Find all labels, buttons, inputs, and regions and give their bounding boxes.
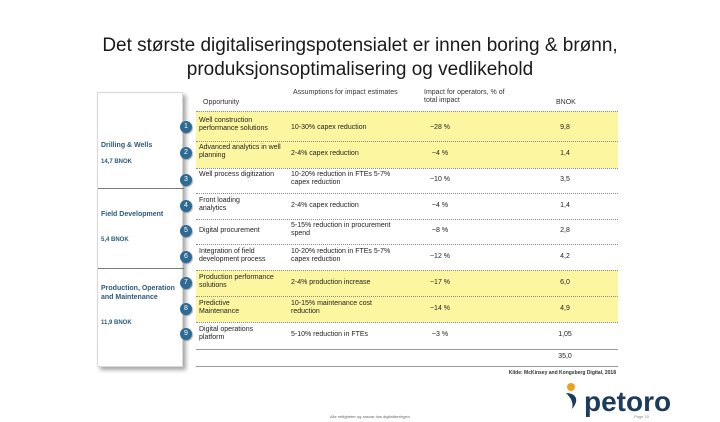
assumption-cell: 5-15% reduction in procurement spend xyxy=(291,222,391,237)
opportunity-cell: Well process digitization xyxy=(199,171,274,178)
assumption-cell: 5-10% reduction in FTEs xyxy=(291,331,369,338)
bnok-cell: 4,9 xyxy=(560,305,570,312)
bnok-cell: 1,05 xyxy=(558,331,572,338)
opportunity-cell: Advanced analytics in well planning xyxy=(199,144,281,159)
assumption-cell: 2-4% capex reduction xyxy=(291,150,359,157)
bnok-cell: 3,5 xyxy=(560,176,570,183)
header-opportunity: Opportunity xyxy=(203,99,240,106)
footer-text: Alle rettigheter og ansvar hos digitalis… xyxy=(330,414,410,419)
assumption-cell: 2-4% capex reduction xyxy=(291,202,359,209)
row-number-badge: 9 xyxy=(180,328,192,340)
row-separator xyxy=(196,322,618,323)
assumption-cell: 10-30% capex reduction xyxy=(291,124,367,131)
impact-cell: ~8 % xyxy=(431,227,449,234)
opportunity-cell: Front loading analytics xyxy=(199,197,240,212)
opportunity-cell: Production performance solutions xyxy=(199,274,274,289)
assumption-cell: 10-20% reduction in FTEs 5-7% capex redu… xyxy=(291,171,391,186)
group-label-drilling: Drilling & Wells xyxy=(101,142,153,149)
group-label-field-dev: Field Development xyxy=(101,211,164,218)
opportunity-cell: Digital operations platform xyxy=(199,326,254,341)
impact-cell: ~4 % xyxy=(431,202,449,209)
group-value-drilling: 14,7 BNOK xyxy=(101,159,133,165)
row-separator xyxy=(196,168,618,169)
opportunity-cell: Well construction performance solutions xyxy=(199,117,268,132)
impact-cell: ~10 % xyxy=(429,176,451,183)
row-number-badge: 5 xyxy=(180,225,192,237)
group-label-production: Production, Operation and Maintenance xyxy=(101,285,175,301)
bnok-cell: 1,4 xyxy=(560,202,570,209)
impact-cell: ~4 % xyxy=(431,150,449,157)
assumption-cell: 2-4% production increase xyxy=(291,279,371,286)
source-note: Kilde: McKinsey and Kongsberg Digital, 2… xyxy=(508,370,616,376)
row-number-badge: 7 xyxy=(180,277,192,289)
impact-cell: ~14 % xyxy=(429,305,451,312)
row-separator xyxy=(196,270,618,271)
group-value-production: 11,9 BNOK xyxy=(101,320,132,326)
sidebar-divider xyxy=(98,268,184,269)
impact-cell: ~17 % xyxy=(429,279,451,286)
page-title: Det største digitaliseringspotensialet e… xyxy=(102,35,618,80)
row-number-badge: 2 xyxy=(180,147,192,159)
bnok-cell: 9,8 xyxy=(560,124,570,131)
row-separator xyxy=(196,193,618,194)
row-number-badge: 8 xyxy=(180,303,192,315)
page-number: Page 15 xyxy=(634,414,649,419)
petoro-logo-icon xyxy=(566,383,577,409)
table-bottom-line xyxy=(196,366,618,367)
impact-cell: ~3 % xyxy=(431,331,449,338)
opportunity-cell: Integration of field development process xyxy=(199,248,266,263)
row-separator xyxy=(196,219,618,220)
row-number-badge: 1 xyxy=(180,121,192,133)
row-separator xyxy=(196,111,618,112)
row-separator xyxy=(196,296,618,297)
row-number-badge: 6 xyxy=(180,251,192,263)
total-bnok: 35,0 xyxy=(558,353,572,360)
row-separator xyxy=(196,141,618,142)
total-separator xyxy=(196,349,618,350)
header-assumptions: Assumptions for impact estimates xyxy=(293,89,398,96)
row-number-badge: 4 xyxy=(180,200,192,212)
header-impact: Impact for operators, % of total impact xyxy=(424,89,505,104)
sidebar-divider xyxy=(98,188,184,189)
header-bnok: BNOK xyxy=(556,99,576,106)
highlight-drilling xyxy=(196,111,618,168)
row-separator xyxy=(196,244,618,245)
bnok-cell: 2,8 xyxy=(560,227,570,234)
assumption-cell: 10-15% maintenance cost reduction xyxy=(291,300,372,315)
bnok-cell: 6,0 xyxy=(560,279,570,286)
impact-cell: ~12 % xyxy=(429,253,451,260)
row-number-badge: 3 xyxy=(180,174,192,186)
category-sidebar: Drilling & Wells 14,7 BNOK Field Develop… xyxy=(97,92,184,367)
assumption-cell: 10-20% reduction in FTEs 5-7% capex redu… xyxy=(291,248,391,263)
petoro-logo: petoro xyxy=(584,386,672,417)
impact-cell: ~28 % xyxy=(429,124,451,131)
bnok-cell: 4,2 xyxy=(560,253,570,260)
opportunity-cell: Predictive Maintenance xyxy=(199,300,240,315)
opportunity-cell: Digital procurement xyxy=(199,227,260,234)
group-value-field-dev: 5,4 BNOK xyxy=(101,237,129,243)
bnok-cell: 1,4 xyxy=(560,150,570,157)
